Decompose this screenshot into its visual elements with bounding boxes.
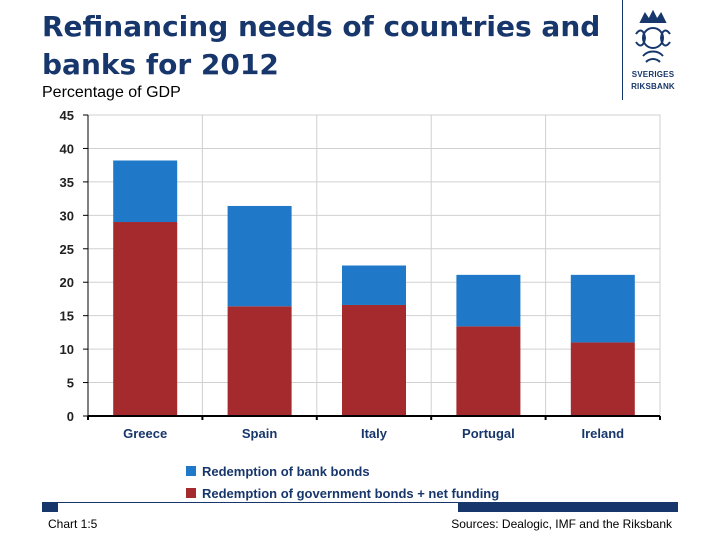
logo-divider bbox=[622, 0, 623, 100]
y-tick-label: 10 bbox=[60, 342, 74, 357]
bar-bank-bonds-ireland bbox=[570, 274, 635, 343]
x-tick-label: Portugal bbox=[462, 426, 515, 441]
legend-label-government-bonds: Redemption of government bonds + net fun… bbox=[202, 485, 500, 501]
bar-bank-bonds-portugal bbox=[456, 274, 521, 327]
y-tick-label: 20 bbox=[60, 275, 74, 290]
legend-item-government-bonds: Redemption of government bonds + net fun… bbox=[186, 482, 499, 504]
bar-government-bonds-greece bbox=[113, 222, 178, 416]
sources-note: Sources: Dealogic, IMF and the Riksbank bbox=[451, 517, 672, 531]
y-tick-label: 35 bbox=[60, 175, 74, 190]
y-tick-label: 5 bbox=[67, 376, 74, 391]
bar-bank-bonds-spain bbox=[227, 205, 292, 307]
bar-bank-bonds-italy bbox=[342, 265, 406, 305]
riksbank-logo: SVERIGES RIKSBANK bbox=[628, 8, 678, 98]
bar-government-bonds-ireland bbox=[570, 342, 635, 416]
x-tick-label: Italy bbox=[361, 426, 388, 441]
legend-swatch-bank-bonds bbox=[186, 466, 196, 476]
x-tick-label: Greece bbox=[123, 426, 167, 441]
y-tick-label: 25 bbox=[60, 242, 74, 257]
bar-government-bonds-italy bbox=[342, 304, 406, 416]
legend-label-bank-bonds: Redemption of bank bonds bbox=[202, 463, 370, 479]
x-tick-label: Spain bbox=[242, 426, 277, 441]
chart-title: Refinancing needs of countries and banks… bbox=[42, 10, 601, 81]
stacked-bar-chart: 0 5 10 15 20 25 30 35 40 45 Greece Spain Italy Portug… bbox=[60, 108, 661, 441]
y-tick-label: 0 bbox=[67, 409, 74, 424]
x-tick-label: Ireland bbox=[581, 426, 624, 441]
legend-item-bank-bonds: Redemption of bank bonds bbox=[186, 460, 499, 482]
chart-number: Chart 1:5 bbox=[48, 517, 98, 531]
crown-emblem-icon bbox=[635, 9, 671, 63]
y-tick-label: 15 bbox=[60, 309, 74, 324]
legend-swatch-government-bonds bbox=[186, 488, 196, 498]
bar-government-bonds-portugal bbox=[456, 326, 521, 416]
chart-legend: Redemption of bank bonds Redemption of g… bbox=[186, 460, 499, 504]
y-tick-label: 30 bbox=[60, 208, 74, 223]
bar-government-bonds-spain bbox=[227, 306, 292, 416]
logo-text-line-1: SVERIGES bbox=[631, 70, 675, 79]
footer-bar bbox=[42, 502, 678, 512]
chart-subtitle: Percentage of GDP bbox=[42, 84, 181, 101]
y-tick-label: 45 bbox=[60, 108, 74, 123]
bar-bank-bonds-greece bbox=[113, 160, 178, 223]
y-tick-label: 40 bbox=[60, 141, 74, 156]
logo-text-line-2: RIKSBANK bbox=[631, 82, 675, 91]
